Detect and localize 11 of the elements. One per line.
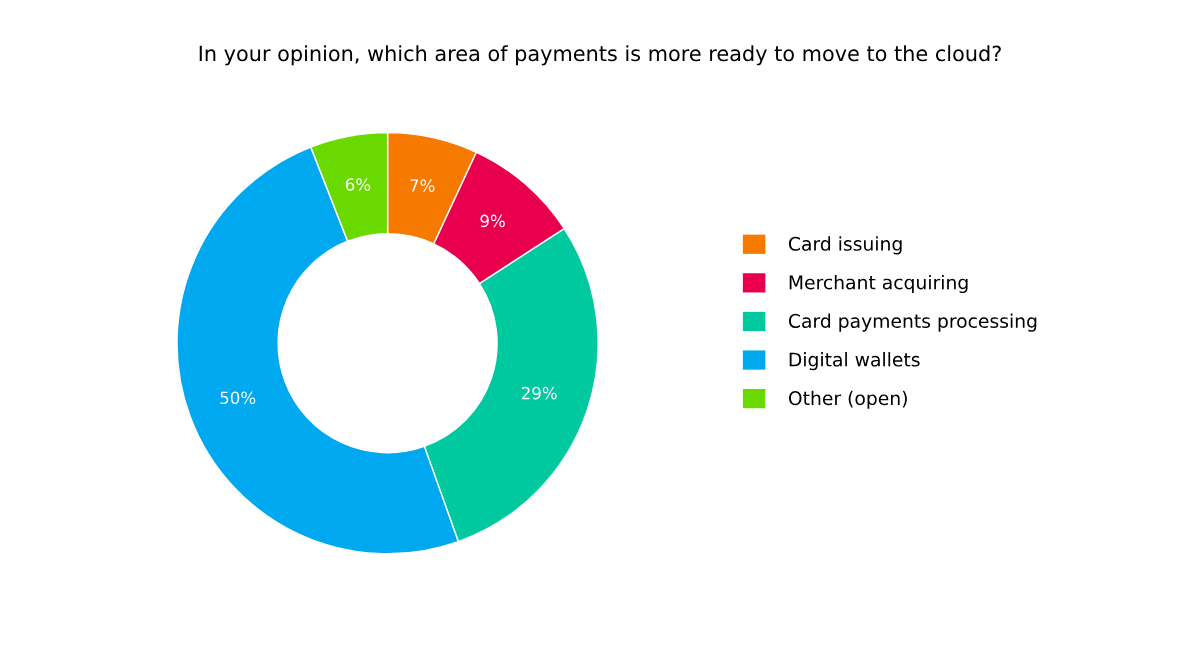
chart-title: In your opinion, which area of payments is more ready to move to the cloud? [199, 45, 1001, 66]
legend-label: Card issuing [788, 236, 902, 255]
legend-label: Other (open) [788, 390, 907, 409]
data-label: 9% [480, 214, 505, 228]
data-label: 7% [410, 179, 435, 192]
legend-label: Merchant acquiring [789, 274, 968, 294]
data-label: 50% [220, 391, 256, 405]
legend-label: Card payments processing [788, 313, 1037, 332]
legend-label: Digital wallets [789, 352, 920, 371]
data-label: 29% [521, 386, 557, 400]
data-label: 6% [345, 178, 371, 191]
